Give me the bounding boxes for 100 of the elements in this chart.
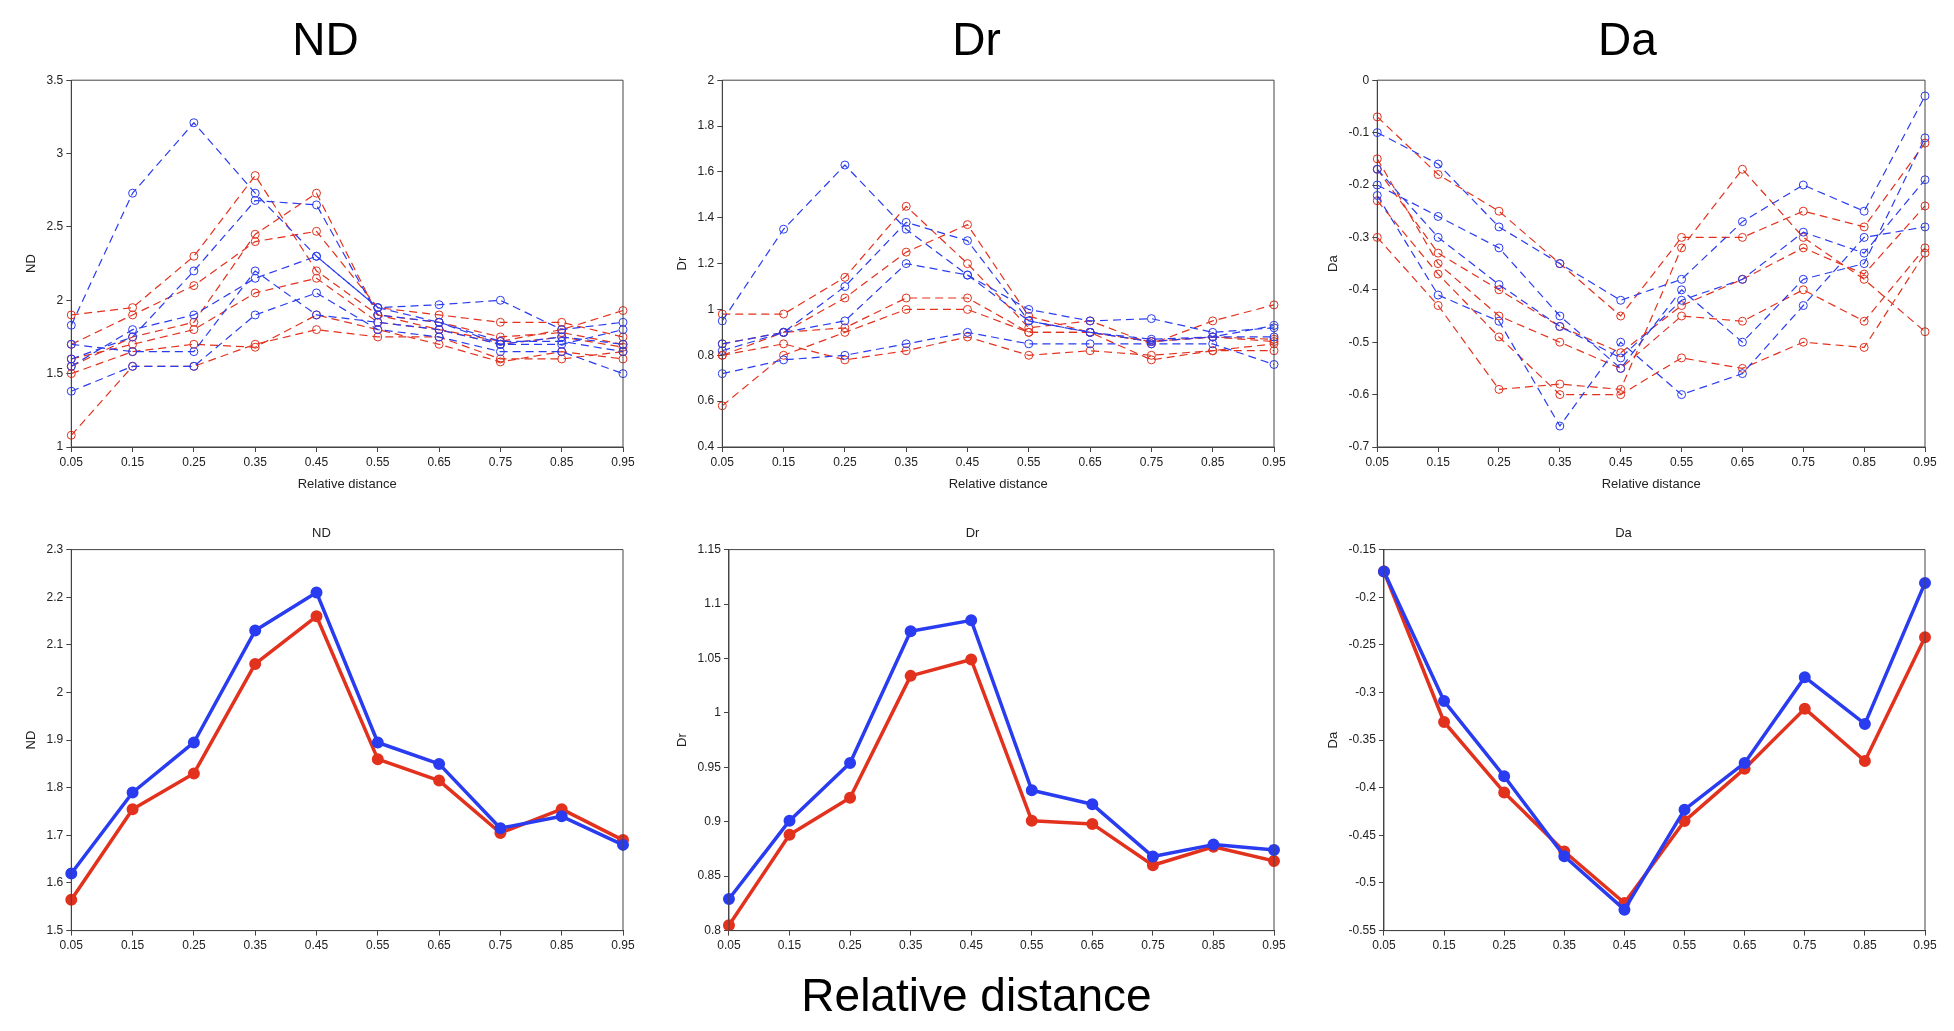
y-tick-label: -0.3 [1348, 229, 1370, 244]
x-tick-label: 0.85 [550, 938, 574, 953]
x-tick-label: 0.85 [1201, 454, 1225, 469]
y-tick-label: 1.8 [46, 780, 64, 795]
x-tick-label: 0.95 [1262, 938, 1286, 953]
x-tick-label: 0.25 [833, 454, 857, 469]
x-tick-label: 0.55 [366, 454, 390, 469]
y-tick-label: 2.5 [46, 219, 64, 234]
chart-title: ND [312, 525, 331, 541]
x-tick-label: 0.15 [1432, 938, 1457, 953]
y-tick-label: -0.2 [1348, 177, 1370, 192]
x-tick-label: 0.25 [182, 454, 206, 469]
y-tick-label: 1 [714, 705, 722, 720]
x-tick-label: 0.55 [1017, 454, 1041, 469]
y-tick-label: 3.5 [46, 72, 64, 87]
x-tick-label: 0.65 [1078, 454, 1103, 469]
x-tick-label: 0.95 [1262, 454, 1286, 469]
x-tick-label: 0.05 [59, 938, 84, 953]
x-tick-label: 0.25 [182, 938, 206, 953]
y-axis-title: ND [23, 254, 39, 273]
y-tick-label: 1.8 [697, 118, 715, 133]
y-tick-label: 0.9 [704, 814, 722, 829]
chart-title: Dr [951, 12, 1002, 67]
x-tick-label: 0.55 [1669, 454, 1694, 469]
y-tick-label: 0 [1362, 72, 1370, 87]
y-tick-label: 2.3 [46, 541, 64, 556]
x-tick-label: 0.05 [59, 454, 84, 469]
y-axis-title: Da [1325, 254, 1341, 272]
x-tick-label: 0.75 [1793, 938, 1817, 953]
y-tick-label: -0.5 [1355, 875, 1377, 890]
x-tick-label: 0.75 [1139, 454, 1164, 469]
y-axis-title: ND [23, 730, 39, 750]
x-tick-label: 0.65 [1730, 454, 1755, 469]
x-tick-label: 0.25 [1492, 938, 1517, 953]
y-tick-label: -0.5 [1348, 334, 1370, 349]
x-tick-label: 0.35 [243, 938, 268, 953]
x-tick-label: 0.55 [1020, 938, 1044, 953]
x-tick-label: 0.25 [1487, 454, 1511, 469]
x-tick-label: 0.55 [366, 938, 390, 953]
x-tick-label: 0.15 [777, 938, 802, 953]
y-tick-label: 1 [56, 439, 64, 454]
y-tick-label: 0.85 [697, 868, 722, 883]
y-tick-label: 0.4 [697, 439, 715, 454]
y-axis-title: Dr [674, 732, 690, 747]
x-tick-label: 0.75 [488, 454, 513, 469]
y-tick-label: -0.35 [1348, 732, 1377, 747]
y-tick-label: 2.2 [46, 589, 64, 604]
y-tick-label: 2.1 [46, 637, 64, 652]
y-tick-label: 1.5 [46, 922, 64, 937]
y-tick-label: 1.2 [697, 255, 715, 270]
y-tick-label: 1.05 [697, 650, 722, 665]
y-tick-label: 1.9 [46, 732, 64, 747]
y-tick-label: 1.5 [46, 365, 64, 380]
x-tick-label: 0.95 [1913, 938, 1937, 953]
x-tick-label: 0.35 [1548, 454, 1572, 469]
x-tick-label: 0.85 [1852, 454, 1877, 469]
y-tick-label: -0.6 [1348, 386, 1370, 401]
x-tick-label: 0.15 [120, 454, 145, 469]
x-tick-label: 0.85 [1853, 938, 1877, 953]
x-axis-title: Relative distance [1601, 475, 1701, 491]
y-tick-label: -0.4 [1355, 780, 1377, 795]
x-tick-label: 0.95 [1913, 454, 1937, 469]
x-tick-label: 0.45 [304, 454, 329, 469]
x-axis-title: Relative distance [948, 475, 1048, 491]
x-tick-label: 0.45 [1612, 938, 1637, 953]
y-axis-title: Dr [674, 256, 690, 271]
x-tick-label: 0.05 [1372, 938, 1396, 953]
x-tick-label: 0.55 [1672, 938, 1697, 953]
x-tick-label: 0.65 [427, 454, 452, 469]
x-tick-label: 0.05 [710, 454, 735, 469]
x-tick-label: 0.65 [427, 938, 452, 953]
x-tick-label: 0.35 [1552, 938, 1577, 953]
y-tick-label: 2 [707, 72, 715, 87]
x-axis-title: Relative distance [297, 475, 397, 491]
text: Relative distance [800, 968, 1153, 1022]
x-tick-label: 0.45 [955, 454, 980, 469]
y-tick-label: 1.15 [697, 541, 722, 556]
y-tick-label: -0.15 [1348, 541, 1377, 556]
y-tick-label: 2 [56, 684, 64, 699]
x-tick-label: 0.15 [120, 938, 145, 953]
chart-title: Da [1597, 12, 1658, 67]
x-tick-label: 0.35 [243, 454, 268, 469]
y-tick-label: -0.7 [1348, 439, 1370, 454]
x-tick-label: 0.35 [894, 454, 919, 469]
y-axis-title: Da [1325, 731, 1341, 749]
chart-title: Da [1615, 525, 1633, 541]
y-tick-label: -0.55 [1348, 922, 1377, 937]
x-tick-label: 0.45 [304, 938, 329, 953]
x-tick-label: 0.75 [488, 938, 513, 953]
x-tick-label: 0.85 [550, 454, 574, 469]
x-tick-label: 0.75 [1141, 938, 1165, 953]
x-tick-label: 0.45 [1609, 454, 1633, 469]
y-tick-label: 1 [707, 301, 715, 316]
x-tick-label: 0.15 [1426, 454, 1451, 469]
y-tick-label: 1.1 [704, 596, 722, 611]
y-tick-label: 2 [56, 292, 64, 307]
x-tick-label: 0.05 [1365, 454, 1390, 469]
chart-title: Dr [965, 525, 981, 541]
y-tick-label: 0.6 [697, 393, 715, 408]
x-tick-label: 0.45 [959, 938, 984, 953]
